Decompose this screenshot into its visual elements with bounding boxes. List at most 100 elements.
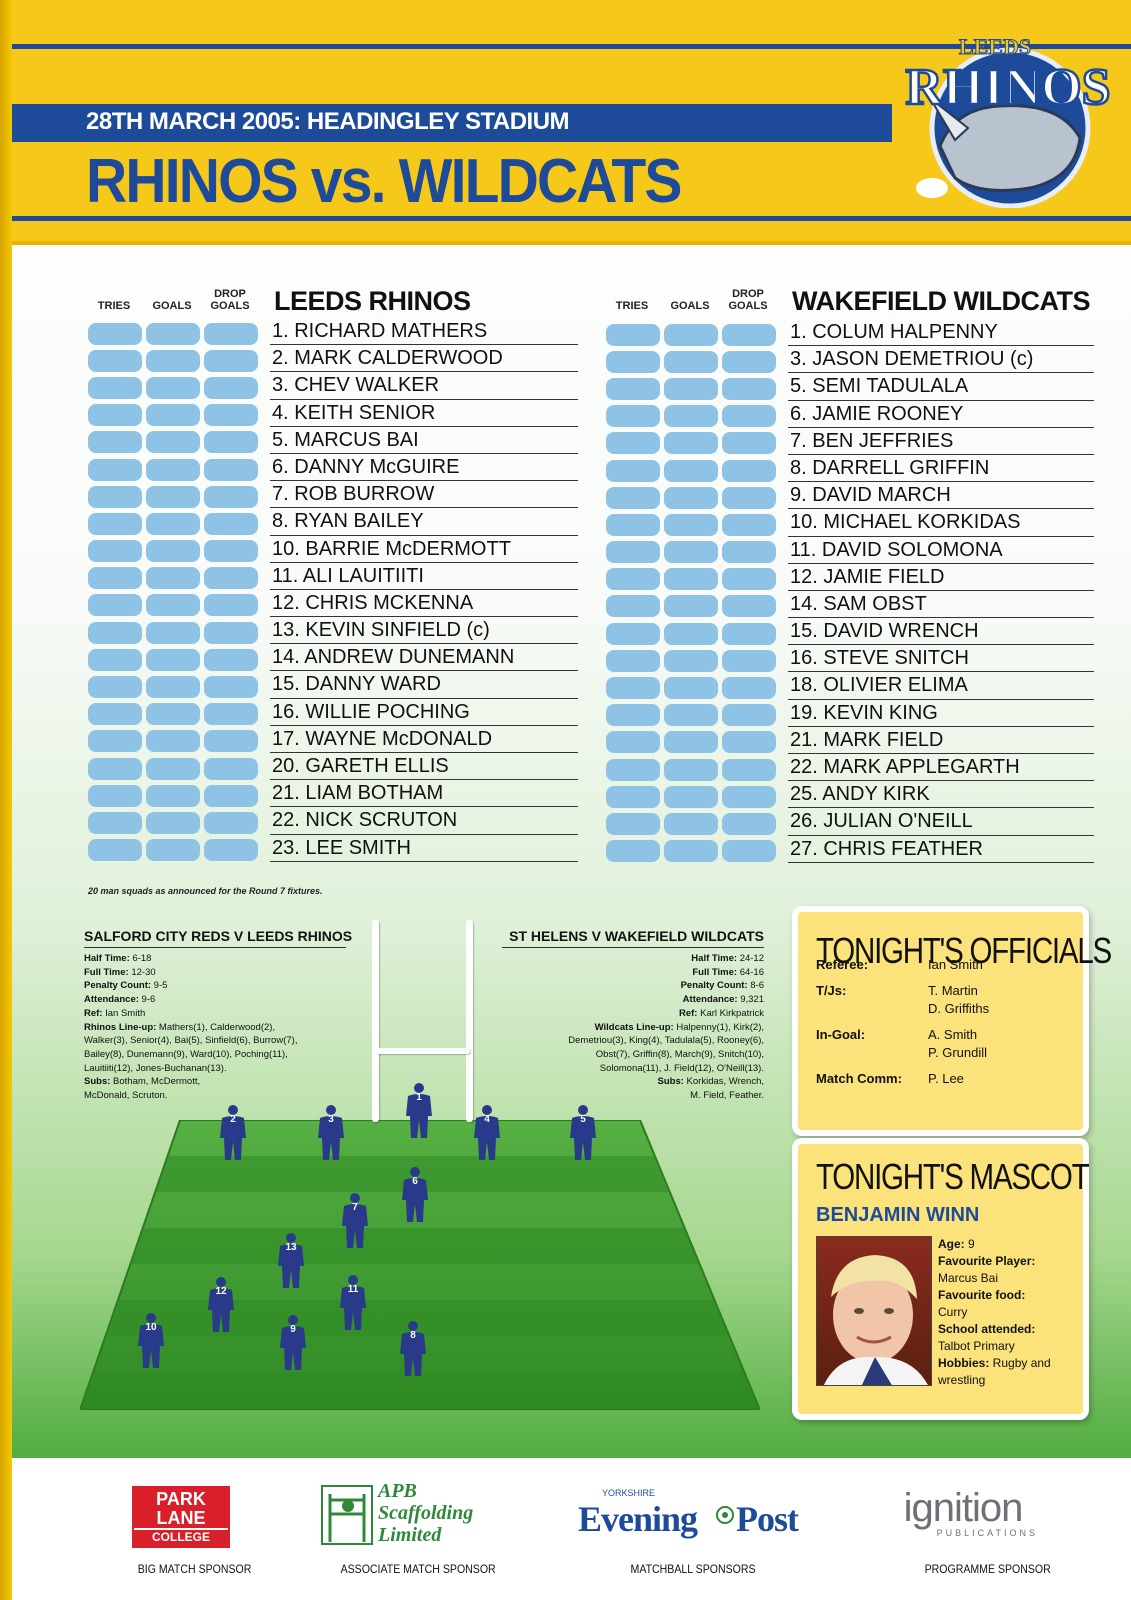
away-tries-box[interactable] [606, 323, 660, 346]
home-drop-goals-box[interactable] [204, 621, 258, 644]
away-drop-goals-box[interactable] [722, 758, 776, 781]
away-drop-goals-box[interactable] [722, 677, 776, 700]
away-drop-goals-box[interactable] [722, 459, 776, 482]
home-tries-box[interactable] [88, 594, 142, 617]
home-tries-box[interactable] [88, 676, 142, 699]
home-drop-goals-box[interactable] [204, 676, 258, 699]
home-tries-box[interactable] [88, 540, 142, 563]
home-drop-goals-box[interactable] [204, 784, 258, 807]
away-tries-box[interactable] [606, 350, 660, 373]
away-tries-box[interactable] [606, 459, 660, 482]
away-goals-box[interactable] [664, 541, 718, 564]
away-drop-goals-box[interactable] [722, 486, 776, 509]
away-tries-box[interactable] [606, 785, 660, 808]
home-goals-box[interactable] [146, 431, 200, 454]
home-drop-goals-box[interactable] [204, 376, 258, 399]
away-goals-box[interactable] [664, 731, 718, 754]
away-drop-goals-box[interactable] [722, 377, 776, 400]
away-goals-box[interactable] [664, 785, 718, 808]
away-drop-goals-box[interactable] [722, 432, 776, 455]
away-drop-goals-box[interactable] [722, 350, 776, 373]
home-drop-goals-box[interactable] [204, 512, 258, 535]
away-goals-box[interactable] [664, 568, 718, 591]
home-drop-goals-box[interactable] [204, 730, 258, 753]
home-tries-box[interactable] [88, 349, 142, 372]
home-tries-box[interactable] [88, 811, 142, 834]
away-drop-goals-box[interactable] [722, 595, 776, 618]
home-tries-box[interactable] [88, 784, 142, 807]
away-drop-goals-box[interactable] [722, 513, 776, 536]
home-goals-box[interactable] [146, 839, 200, 862]
away-tries-box[interactable] [606, 513, 660, 536]
away-drop-goals-box[interactable] [722, 541, 776, 564]
home-tries-box[interactable] [88, 621, 142, 644]
away-goals-box[interactable] [664, 459, 718, 482]
away-tries-box[interactable] [606, 622, 660, 645]
away-tries-box[interactable] [606, 812, 660, 835]
away-tries-box[interactable] [606, 568, 660, 591]
away-tries-box[interactable] [606, 432, 660, 455]
home-goals-box[interactable] [146, 404, 200, 427]
home-goals-box[interactable] [146, 567, 200, 590]
home-goals-box[interactable] [146, 485, 200, 508]
home-goals-box[interactable] [146, 458, 200, 481]
away-tries-box[interactable] [606, 677, 660, 700]
home-drop-goals-box[interactable] [204, 540, 258, 563]
home-tries-box[interactable] [88, 703, 142, 726]
away-goals-box[interactable] [664, 595, 718, 618]
home-goals-box[interactable] [146, 322, 200, 345]
home-tries-box[interactable] [88, 431, 142, 454]
away-tries-box[interactable] [606, 377, 660, 400]
home-drop-goals-box[interactable] [204, 458, 258, 481]
away-tries-box[interactable] [606, 595, 660, 618]
away-tries-box[interactable] [606, 731, 660, 754]
home-tries-box[interactable] [88, 567, 142, 590]
home-goals-box[interactable] [146, 648, 200, 671]
away-tries-box[interactable] [606, 704, 660, 727]
home-drop-goals-box[interactable] [204, 567, 258, 590]
away-tries-box[interactable] [606, 649, 660, 672]
away-tries-box[interactable] [606, 405, 660, 428]
home-goals-box[interactable] [146, 349, 200, 372]
home-goals-box[interactable] [146, 621, 200, 644]
home-drop-goals-box[interactable] [204, 811, 258, 834]
away-goals-box[interactable] [664, 649, 718, 672]
away-goals-box[interactable] [664, 377, 718, 400]
home-goals-box[interactable] [146, 512, 200, 535]
away-drop-goals-box[interactable] [722, 812, 776, 835]
away-tries-box[interactable] [606, 758, 660, 781]
away-drop-goals-box[interactable] [722, 840, 776, 863]
home-goals-box[interactable] [146, 757, 200, 780]
away-tries-box[interactable] [606, 486, 660, 509]
away-goals-box[interactable] [664, 486, 718, 509]
away-drop-goals-box[interactable] [722, 649, 776, 672]
home-tries-box[interactable] [88, 730, 142, 753]
away-drop-goals-box[interactable] [722, 785, 776, 808]
away-goals-box[interactable] [664, 812, 718, 835]
home-goals-box[interactable] [146, 730, 200, 753]
home-drop-goals-box[interactable] [204, 485, 258, 508]
home-tries-box[interactable] [88, 648, 142, 671]
home-tries-box[interactable] [88, 458, 142, 481]
home-drop-goals-box[interactable] [204, 431, 258, 454]
away-tries-box[interactable] [606, 541, 660, 564]
home-tries-box[interactable] [88, 512, 142, 535]
away-drop-goals-box[interactable] [722, 704, 776, 727]
away-drop-goals-box[interactable] [722, 731, 776, 754]
home-tries-box[interactable] [88, 376, 142, 399]
home-goals-box[interactable] [146, 811, 200, 834]
away-goals-box[interactable] [664, 405, 718, 428]
away-goals-box[interactable] [664, 350, 718, 373]
away-drop-goals-box[interactable] [722, 323, 776, 346]
home-drop-goals-box[interactable] [204, 349, 258, 372]
away-goals-box[interactable] [664, 513, 718, 536]
home-tries-box[interactable] [88, 404, 142, 427]
home-tries-box[interactable] [88, 757, 142, 780]
home-goals-box[interactable] [146, 540, 200, 563]
away-goals-box[interactable] [664, 677, 718, 700]
home-drop-goals-box[interactable] [204, 757, 258, 780]
home-goals-box[interactable] [146, 784, 200, 807]
away-goals-box[interactable] [664, 840, 718, 863]
away-goals-box[interactable] [664, 704, 718, 727]
home-goals-box[interactable] [146, 376, 200, 399]
